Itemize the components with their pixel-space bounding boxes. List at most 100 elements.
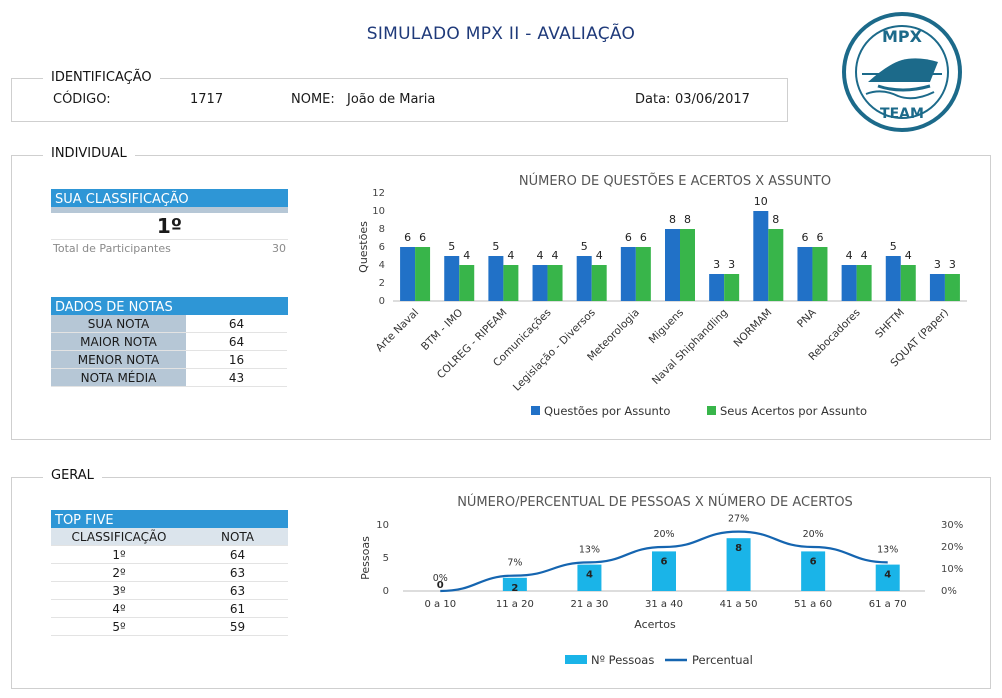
bar-data-label: 4: [861, 249, 868, 262]
table-row: MENOR NOTA 16: [51, 350, 287, 369]
bar: [665, 229, 680, 301]
table-row: SUA NOTA 64: [51, 315, 287, 333]
percentual-line: [440, 530, 888, 593]
identificacao-panel: [11, 78, 788, 122]
bar-data-label: 6: [419, 231, 426, 244]
classificacao-box: SUA CLASSIFICAÇÃO 1º Total de Participan…: [51, 189, 288, 256]
table-row: MAIOR NOTA 64: [51, 332, 287, 351]
bar-data-label: 10: [754, 195, 768, 208]
bar-data-label: 2: [511, 583, 518, 594]
questoes-acertos-chart: NÚMERO DE QUESTÕES E ACERTOS X ASSUNTO Qu…: [357, 173, 967, 418]
mpx-team-logo: MPX TEAM: [838, 12, 966, 132]
nota-cell: 64: [187, 545, 288, 564]
nota-cell: 61: [187, 599, 288, 618]
bar-data-label: 3: [949, 258, 956, 271]
bar: [532, 265, 548, 301]
x-tick-label: NORMAM: [731, 307, 774, 350]
logo-bottom-text: TEAM: [880, 106, 924, 122]
x-tick-label: PNA: [795, 306, 819, 330]
x-tick-label: 21 a 30: [570, 599, 608, 610]
nome-label: NOME:: [291, 92, 335, 107]
nota-value: 16: [186, 350, 287, 369]
bar: [459, 265, 475, 301]
line-data-label: 13%: [877, 544, 898, 555]
bar: [502, 577, 527, 591]
bar: [801, 551, 826, 591]
line-data-label: 13%: [579, 544, 600, 555]
x-tick-label: Naval Shiphandling: [650, 307, 730, 387]
identificacao-heading: IDENTIFICAÇÃO: [43, 70, 160, 85]
table-row: 5º 59: [51, 617, 288, 636]
bar: [841, 265, 857, 301]
codigo-label: CÓDIGO:: [53, 92, 111, 107]
top-five-table: CLASSIFICAÇÃO NOTA 1º 64 2º 63 3º 63 4º 61 5…: [51, 528, 288, 636]
nota-cell: 63: [187, 581, 288, 600]
line-data-label: 0%: [433, 573, 448, 584]
x-tick-label: SHFTM: [873, 307, 907, 341]
bar: [635, 247, 651, 301]
bar: [812, 247, 828, 301]
bar-data-label: 4: [884, 570, 891, 581]
x-tick-label: 31 a 40: [645, 599, 683, 610]
top-five-box: TOP FIVE CLASSIFICAÇÃO NOTA 1º 64 2º 63 3º…: [51, 510, 288, 636]
bar: [856, 265, 872, 301]
classificacao-col-header: CLASSIFICAÇÃO: [51, 528, 187, 546]
bar-data-label: 4: [463, 249, 470, 262]
bar: [591, 265, 607, 301]
bar-data-label: 4: [596, 249, 603, 262]
legend-label: Questões por Assunto: [544, 404, 670, 418]
chart-title: NÚMERO DE QUESTÕES E ACERTOS X ASSUNTO: [519, 173, 831, 189]
y-tick-label: 2: [379, 278, 385, 289]
nota-value: 43: [186, 368, 287, 387]
nota-cell: 63: [187, 563, 288, 582]
bar: [503, 265, 519, 301]
line-data-label: 20%: [803, 529, 824, 540]
bar-data-label: 3: [728, 258, 735, 271]
y-tick-label: 4: [379, 260, 385, 271]
line-data-label: 7%: [507, 558, 522, 569]
legend-swatch: [565, 655, 587, 664]
bar: [753, 211, 769, 301]
bar: [875, 564, 900, 591]
nota-value: 64: [186, 332, 287, 351]
line-data-label: 20%: [653, 529, 674, 540]
bar: [709, 274, 725, 301]
legend-swatch: [531, 406, 540, 415]
nota-value: 64: [186, 315, 287, 333]
y-tick-label: 10: [376, 520, 389, 531]
bar-data-label: 5: [581, 240, 588, 253]
bar: [885, 256, 901, 301]
y-tick-label: 8: [379, 224, 385, 235]
y-tick-label: 10: [372, 206, 385, 217]
bar: [444, 256, 460, 301]
pessoas-acertos-chart: NÚMERO/PERCENTUAL DE PESSOAS X NÚMERO DE…: [359, 494, 963, 667]
x-tick-label: 11 a 20: [496, 599, 534, 610]
nota-label: MAIOR NOTA: [51, 332, 186, 351]
legend-swatch: [707, 406, 716, 415]
bar: [680, 229, 695, 301]
classificacao-header: SUA CLASSIFICAÇÃO: [51, 189, 288, 207]
bar-data-label: 8: [772, 213, 779, 226]
bar: [768, 229, 784, 301]
bar-data-label: 5: [448, 240, 455, 253]
page-title: SIMULADO MPX II - AVALIAÇÃO: [366, 24, 636, 44]
dados-notas-table: SUA NOTA 64 MAIOR NOTA 64 MENOR NOTA 16 NOT…: [51, 315, 287, 387]
bar: [547, 265, 563, 301]
bar-data-label: 6: [625, 231, 632, 244]
bar-data-label: 8: [669, 213, 676, 226]
rank-cell: 2º: [51, 563, 187, 582]
classificacao-value: 1º: [156, 214, 183, 238]
x-tick-label: Legislação - Diversos: [511, 307, 598, 394]
bar-data-label: 4: [507, 249, 514, 262]
bar: [576, 256, 592, 301]
table-row: 2º 63: [51, 563, 288, 582]
x-tick-label: 61 a 70: [869, 599, 907, 610]
bar-data-label: 5: [492, 240, 499, 253]
total-participantes-label: Total de Participantes: [53, 242, 171, 255]
bar: [620, 247, 636, 301]
legend-label: Nº Pessoas: [591, 653, 654, 667]
bar: [900, 265, 916, 301]
line-data-label: 27%: [728, 514, 749, 525]
nota-label: SUA NOTA: [51, 315, 186, 333]
table-row: 3º 63: [51, 581, 288, 600]
